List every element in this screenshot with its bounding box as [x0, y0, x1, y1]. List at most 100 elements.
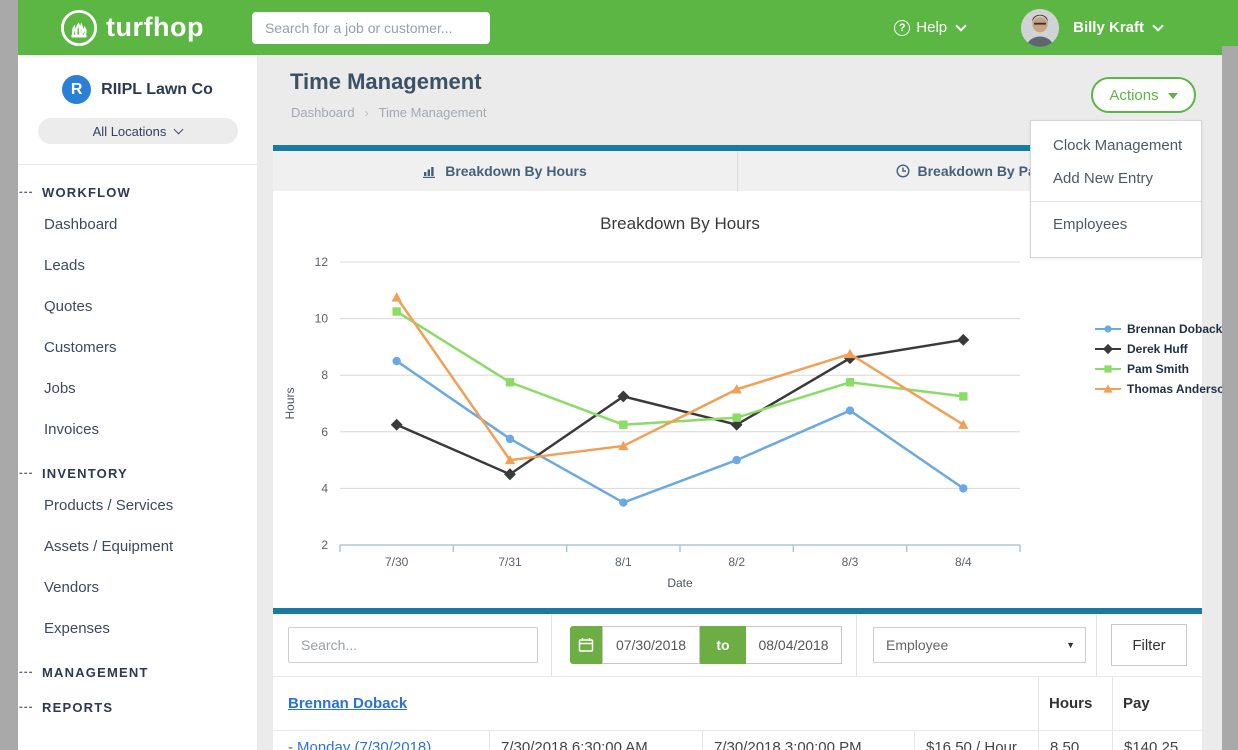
legend-item: Thomas Anderson: [1095, 382, 1232, 396]
sidebar-item-quotes[interactable]: Quotes: [44, 298, 93, 315]
table-row: - Monday (7/30/2018) 7/30/2018 6:30:00 AM…: [273, 731, 1202, 750]
svg-text:8: 8: [321, 368, 328, 382]
sidebar-item-customers[interactable]: Customers: [44, 339, 117, 356]
sidebar-item-products-services[interactable]: Products / Services: [44, 497, 174, 514]
user-avatar[interactable]: [1021, 8, 1060, 47]
app-logo[interactable]: turfhop: [60, 9, 204, 47]
svg-text:8/1: 8/1: [615, 555, 632, 569]
sidebar: R RIIPL Lawn Co All Locations --- WORKFL…: [18, 55, 257, 750]
sidebar-item-leads[interactable]: Leads: [44, 257, 85, 274]
svg-text:2: 2: [321, 538, 328, 552]
legend-marker-square: [1095, 365, 1121, 373]
sidebar-item-invoices[interactable]: Invoices: [44, 421, 100, 438]
section-dash-icon: ---: [19, 186, 34, 198]
employee-group-link[interactable]: Brennan Doback: [288, 695, 408, 712]
row-collapse-dash[interactable]: -: [288, 739, 293, 750]
breadcrumb-separator: ›: [364, 105, 369, 120]
legend-item: Pam Smith: [1095, 362, 1232, 376]
hours-line-chart: 2 4 6 8 10 12 7/30 7/31 8/1 8/2 8/3 8/4 Date Hours: [283, 255, 1021, 590]
sidebar-item-jobs[interactable]: Jobs: [44, 380, 76, 397]
section-dash-icon: ---: [19, 467, 34, 479]
rate-cell: $16.50 / Hour: [914, 731, 1038, 750]
sidebar-section-inventory[interactable]: --- INVENTORY: [19, 466, 128, 481]
help-icon: ?: [894, 19, 911, 36]
date-start-field[interactable]: 07/30/2018: [602, 626, 700, 664]
date-end-field[interactable]: 08/04/2018: [746, 626, 842, 664]
pay-cell: $140.25: [1112, 731, 1202, 750]
help-menu[interactable]: ? Help: [894, 19, 967, 36]
locations-dropdown[interactable]: All Locations: [37, 118, 238, 144]
top-header: turfhop ? Help Billy Kraft: [18, 0, 1238, 55]
calendar-button[interactable]: [570, 626, 602, 664]
menu-item-employees[interactable]: Employees: [1053, 216, 1128, 233]
vertical-scrollbar[interactable]: [1222, 46, 1238, 750]
company-name: RIIPL Lawn Co: [101, 80, 213, 98]
actions-button[interactable]: Actions: [1091, 77, 1196, 113]
window-left-edge: [0, 0, 18, 750]
sidebar-section-workflow[interactable]: --- WORKFLOW: [19, 185, 132, 200]
sidebar-section-management[interactable]: --- MANAGEMENT: [19, 665, 149, 680]
svg-text:7/31: 7/31: [498, 555, 522, 569]
breadcrumb: Dashboard › Time Management: [291, 105, 487, 120]
sidebar-section-reports[interactable]: --- REPORTS: [19, 700, 114, 715]
sidebar-nav: --- WORKFLOW Dashboard Leads Quotes Cust…: [18, 169, 257, 719]
help-label: Help: [916, 19, 948, 36]
menu-item-clock-management[interactable]: Clock Management: [1053, 137, 1183, 154]
chevron-down-icon: [955, 19, 967, 32]
caret-down-icon: [1167, 93, 1178, 99]
svg-text:Date: Date: [667, 576, 693, 590]
section-dash-icon: ---: [19, 701, 34, 713]
breadcrumb-current: Time Management: [378, 105, 487, 120]
legend-marker-circle: [1095, 325, 1121, 333]
sidebar-item-expenses[interactable]: Expenses: [44, 620, 110, 637]
clock-in-cell: 7/30/2018 6:30:00 AM: [489, 731, 702, 750]
page-title: Time Management: [290, 69, 482, 94]
global-search-input[interactable]: [251, 11, 490, 44]
filter-button[interactable]: Filter: [1111, 624, 1187, 666]
chevron-down-icon: [173, 124, 184, 135]
employee-select[interactable]: Employee ▼: [873, 627, 1086, 663]
sidebar-item-vendors[interactable]: Vendors: [44, 579, 100, 596]
time-entries-card: 07/30/2018 to 08/04/2018 Employee ▼ Filt…: [273, 608, 1202, 750]
hours-column-header: Hours: [1038, 677, 1112, 730]
svg-text:10: 10: [315, 312, 329, 326]
clock-out-cell: 7/30/2018 3:00:00 PM: [702, 731, 914, 750]
section-dash-icon: ---: [19, 666, 34, 678]
chart-title: Breakdown By Hours: [600, 214, 760, 233]
menu-item-add-new-entry[interactable]: Add New Entry: [1053, 170, 1154, 187]
actions-dropdown-menu: Clock Management Add New Entry Employees: [1030, 120, 1202, 258]
hours-cell: 8.50: [1038, 731, 1112, 750]
locations-label: All Locations: [92, 123, 167, 139]
clock-icon: [896, 164, 910, 178]
pay-column-header: Pay: [1112, 677, 1202, 730]
svg-text:12: 12: [315, 255, 329, 269]
breadcrumb-dashboard[interactable]: Dashboard: [291, 105, 355, 120]
day-link[interactable]: Monday (7/30/2018): [297, 739, 432, 750]
chevron-down-icon: [1152, 19, 1164, 32]
sidebar-item-dashboard[interactable]: Dashboard: [44, 216, 118, 233]
calendar-icon: [578, 638, 594, 652]
legend-marker-diamond: [1095, 343, 1121, 355]
tab-breakdown-by-hours[interactable]: Breakdown By Hours: [273, 151, 738, 191]
date-range-picker: 07/30/2018 to 08/04/2018: [570, 626, 842, 664]
filter-row: 07/30/2018 to 08/04/2018 Employee ▼ Filt…: [273, 614, 1202, 676]
svg-text:7/30: 7/30: [385, 555, 409, 569]
svg-text:8/4: 8/4: [955, 555, 972, 569]
hours-chart-card: Breakdown By Hours 2 4 6 8 10 12 7/30 7/31 8/1 8/…: [273, 191, 1232, 608]
sidebar-company-block: R RIIPL Lawn Co All Locations: [18, 55, 257, 165]
menu-separator: [1031, 201, 1201, 202]
user-name: Billy Kraft: [1073, 19, 1144, 36]
entries-search-input[interactable]: [288, 627, 538, 663]
legend-item: Brennan Doback: [1095, 322, 1232, 336]
select-arrow-icon: ▼: [1066, 640, 1075, 650]
tabs-accent-bar: [273, 145, 1202, 151]
bar-chart-icon: [423, 167, 436, 178]
svg-text:4: 4: [321, 481, 328, 495]
logo-text: turfhop: [106, 12, 204, 42]
chart-legend: Brennan Doback Derek Huff Pam Smith Thomas …: [1095, 322, 1232, 402]
card-accent-bar: [273, 608, 1202, 614]
user-menu[interactable]: Billy Kraft: [1073, 19, 1164, 36]
sidebar-item-assets-equipment[interactable]: Assets / Equipment: [44, 538, 174, 555]
date-to-label: to: [700, 626, 746, 664]
tab-breakdown-by-pay[interactable]: Breakdown By Pay: [738, 151, 1202, 191]
